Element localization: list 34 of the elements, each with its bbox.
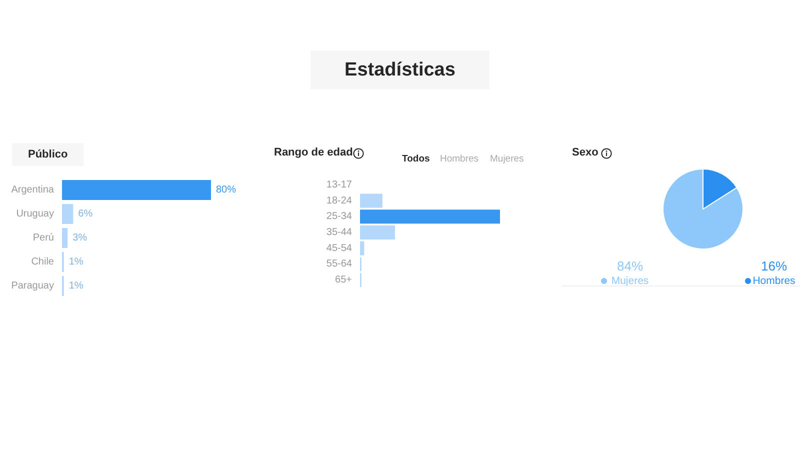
bar xyxy=(360,194,382,208)
y-tick-label: 45-54 xyxy=(326,242,352,254)
data-label: 1% xyxy=(68,280,84,292)
y-tick-label: Perú xyxy=(32,232,54,244)
legend-label: Hombres xyxy=(752,275,796,287)
bar xyxy=(62,228,68,248)
y-tick-label: Paraguay xyxy=(11,280,54,292)
bar xyxy=(360,210,500,224)
y-tick-label: 18-24 xyxy=(326,195,352,206)
data-label: 1% xyxy=(68,256,84,268)
y-tick-label: Argentina xyxy=(11,184,54,196)
data-label: 3% xyxy=(72,232,88,244)
y-tick-label: 35-44 xyxy=(326,227,352,238)
y-tick-label: Uruguay xyxy=(16,208,54,220)
text: Estadísticas xyxy=(344,60,456,80)
bar xyxy=(62,180,211,200)
data-label: 16% xyxy=(760,258,788,274)
chart-title: Sexo xyxy=(572,146,599,158)
y-tick-label: 55-64 xyxy=(326,258,352,270)
text: Mujeres xyxy=(490,154,524,164)
y-tick-label: 13-17 xyxy=(326,179,352,190)
text: Todos xyxy=(402,154,430,164)
chart-title: Rango de edad xyxy=(274,146,353,158)
y-tick-label: 65+ xyxy=(335,274,352,286)
text: Hombres xyxy=(440,154,479,164)
bar xyxy=(360,226,395,240)
bar xyxy=(62,204,74,224)
data-label: 6% xyxy=(78,208,93,220)
y-tick-label: 25-34 xyxy=(326,211,352,222)
legend-label: Mujeres xyxy=(611,275,649,287)
chart-title: Público xyxy=(28,148,68,160)
y-tick-label: Chile xyxy=(31,256,54,268)
data-label: 84% xyxy=(616,258,644,274)
data-label: 80% xyxy=(216,184,236,196)
